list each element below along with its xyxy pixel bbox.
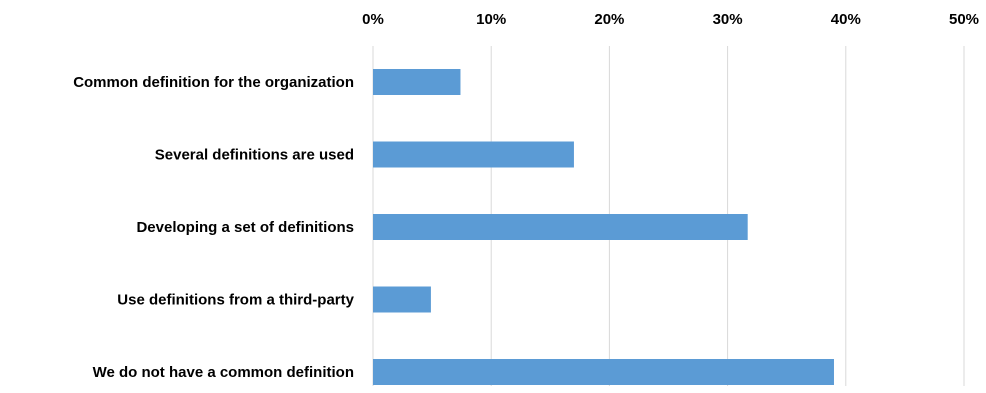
- category-label-1: Common definition for the organization: [73, 74, 354, 91]
- x-tick-label-50: 50%: [949, 11, 979, 28]
- category-labels: Common definition for the organization Se…: [73, 74, 354, 381]
- category-label-2: Several definitions are used: [155, 147, 354, 164]
- bar-4: [373, 286, 431, 313]
- bar-1: [373, 69, 461, 95]
- bar-5: [373, 359, 834, 385]
- bars: [373, 69, 834, 385]
- category-label-4: Use definitions from a third-party: [117, 292, 354, 309]
- category-label-3: Developing a set of definitions: [136, 219, 354, 236]
- x-tick-label-0: 0%: [362, 11, 384, 28]
- x-tick-label-30: 30%: [713, 11, 743, 28]
- x-tick-label-40: 40%: [831, 11, 861, 28]
- x-tick-label-10: 10%: [476, 11, 506, 28]
- x-tick-label-20: 20%: [594, 11, 624, 28]
- bar-2: [373, 141, 574, 168]
- bar-3: [373, 214, 748, 240]
- x-axis-tick-labels: 0% 10% 20% 30% 40% 50%: [362, 11, 979, 28]
- category-label-5: We do not have a common definition: [93, 364, 354, 381]
